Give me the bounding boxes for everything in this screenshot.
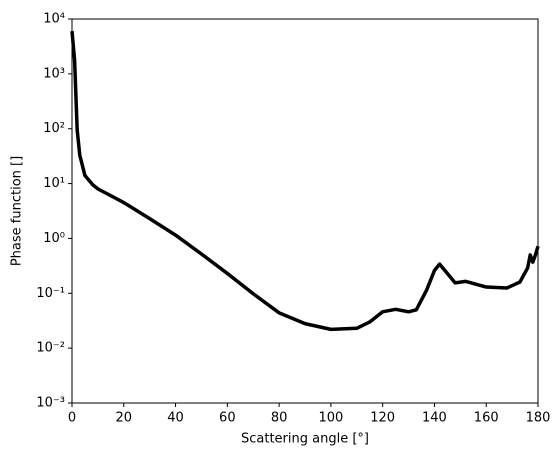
y-tick-label: 10⁴ (43, 12, 65, 27)
data-line (70, 31, 540, 332)
x-tick-label: 100 (318, 411, 343, 426)
y-tick-label: 10⁻³ (36, 396, 65, 411)
x-tick-label: 80 (271, 411, 288, 426)
y-tick-label: 10⁰ (43, 231, 65, 246)
y-tick-label: 10² (43, 121, 65, 136)
x-tick-label: 160 (474, 411, 499, 426)
x-tick-label: 140 (422, 411, 447, 426)
y-tick-label: 10¹ (43, 176, 65, 191)
x-tick-label: 20 (116, 411, 133, 426)
y-tick-label: 10⁻² (36, 341, 65, 356)
y-tick-label: 10³ (43, 66, 65, 81)
plot-frame (71, 18, 539, 404)
y-axis-label: Phase function [] (10, 156, 25, 266)
x-tick-label: 40 (167, 411, 184, 426)
y-tick-label: 10⁻¹ (36, 286, 65, 301)
x-tick-label: 60 (219, 411, 236, 426)
x-tick-label: 180 (526, 411, 551, 426)
x-tick-label: 0 (68, 411, 76, 426)
x-axis-label: Scattering angle [°] (241, 432, 369, 447)
x-tick-label: 120 (370, 411, 395, 426)
